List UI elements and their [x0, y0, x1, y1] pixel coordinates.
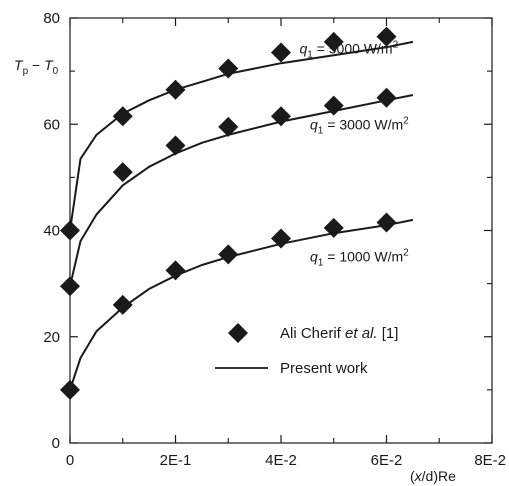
series-labels: q1 = 5000 W/m2 q1 = 3000 W/m2 q1 = 1000 W/…	[299, 40, 409, 269]
experimental-point	[323, 31, 344, 52]
experimental-point	[112, 294, 133, 315]
experimental-point	[60, 379, 80, 400]
experimental-point	[112, 106, 133, 127]
experimental-point	[165, 79, 186, 100]
experimental-point	[218, 58, 239, 79]
y-tick-label: 0	[52, 435, 60, 452]
series-label-0: q1 = 5000 W/m2	[299, 40, 398, 61]
experimental-point	[271, 228, 291, 249]
experimental-point	[112, 162, 133, 183]
present-work-line-1	[69, 94, 414, 287]
experimental-point	[323, 217, 344, 238]
present-work-lines	[69, 40, 414, 391]
y-axis-title: Tp − T0	[14, 57, 59, 77]
experimental-markers	[60, 26, 397, 400]
legend-label-experimental: Ali Cherif et al. [1]	[280, 325, 398, 342]
experimental-point	[376, 87, 397, 108]
experimental-point	[376, 26, 397, 47]
experimental-point	[323, 95, 344, 116]
legend-diamond-marker	[228, 323, 248, 343]
x-tick-label: 8E-2	[474, 452, 506, 469]
experimental-point	[271, 106, 291, 127]
experimental-point	[376, 212, 397, 233]
experimental-point	[218, 244, 239, 265]
x-axis-title: (x/d)Re	[410, 468, 456, 484]
experimental-point	[271, 42, 291, 63]
x-tick-label: 4E-2	[265, 452, 297, 469]
experimental-point	[165, 135, 186, 156]
experimental-point	[165, 260, 186, 281]
x-tick-label: 0	[66, 452, 74, 469]
legend-label-present-work: Present work	[280, 360, 368, 377]
axis-tick-labels: 0 20 40 60 80 0 2E-1 4E-2 6E-2 8E-2	[43, 10, 506, 469]
present-work-line-0	[69, 40, 414, 231]
present-work-line-2	[69, 218, 414, 391]
y-tick-label: 20	[43, 329, 60, 346]
experimental-point	[60, 276, 80, 297]
y-tick-label: 80	[43, 10, 60, 27]
series-label-2: q1 = 1000 W/m2	[310, 247, 409, 268]
experimental-point	[60, 220, 80, 241]
series-label-1: q1 = 3000 W/m2	[310, 116, 409, 137]
y-tick-label: 60	[43, 116, 60, 133]
experimental-point	[218, 116, 239, 137]
x-tick-label: 6E-2	[371, 452, 403, 469]
x-tick-label: 2E-1	[160, 452, 192, 469]
legend: Ali Cherif et al. [1] Present work	[215, 323, 398, 377]
y-tick-label: 40	[43, 223, 60, 240]
